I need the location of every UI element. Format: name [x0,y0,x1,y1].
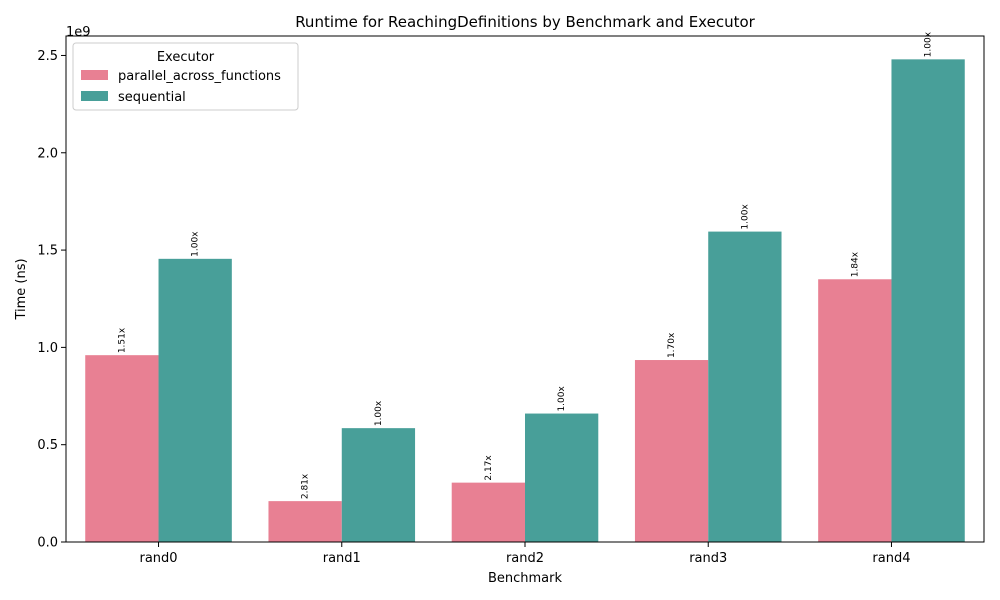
bar-label-sequential-rand4: 1.00x [924,31,934,57]
bar-label-parallel_across_functions-rand2: 2.17x [484,455,494,481]
y-tick-label: 0.5 [37,438,58,453]
bar-label-parallel_across_functions-rand3: 1.70x [667,332,677,358]
bar-label-sequential-rand3: 1.00x [740,204,750,230]
x-tick-label-rand4: rand4 [872,551,910,566]
x-axis-ticks: rand0 rand1 rand2 rand3 rand4 [139,542,911,566]
y-axis-label: Time (ns) [14,258,29,320]
bar-labels-layer: 1.51x 2.81x 2.17x 1.70x 1.84x 1.00x 1.00x 1.00x… [117,31,933,499]
bar-sequential-rand3 [708,231,782,542]
bar-sequential-rand4 [891,59,965,542]
legend-entry-parallel_across_functions: parallel_across_functions [118,69,281,84]
x-tick-label-rand2: rand2 [506,551,544,566]
y-axis-ticks: 0.0 0.5 1.0 1.5 2.0 2.5 [37,49,66,551]
bar-sequential-rand2 [525,413,599,542]
bar-parallel_across_functions-rand4 [818,279,892,542]
y-axis-scale-label: 1e9 [66,25,91,40]
bar-label-sequential-rand0: 1.00x [191,231,201,257]
y-tick-label: 1.5 [37,244,58,259]
y-tick-label: 0.0 [37,536,58,551]
bar-sequential-rand1 [341,428,416,542]
x-tick-label-rand1: rand1 [323,551,361,566]
chart-title: Runtime for ReachingDefinitions by Bench… [295,13,755,31]
legend-box [72,42,299,111]
bar-sequential-rand0 [158,258,232,542]
legend-swatch-sequential [81,91,108,101]
bar-label-sequential-rand2: 1.00x [557,386,567,412]
legend-entry-sequential: sequential [118,90,186,105]
y-tick-label: 1.0 [37,341,58,356]
bar-parallel_across_functions-rand2 [451,482,525,542]
bar-parallel_across_functions-rand1 [268,501,342,542]
x-axis-label: Benchmark [488,571,563,586]
legend: Executor parallel_across_functionssequent… [72,42,299,111]
legend-swatch-parallel_across_functions [81,70,108,80]
bars-layer [85,59,965,542]
bar-parallel_across_functions-rand3 [634,360,709,542]
bar-label-parallel_across_functions-rand4: 1.84x [850,251,860,277]
bar-label-sequential-rand1: 1.00x [374,400,384,426]
legend-title: Executor [157,50,215,65]
y-tick-label: 2.5 [37,49,58,64]
bar-label-parallel_across_functions-rand0: 1.51x [117,327,127,353]
x-tick-label-rand0: rand0 [139,551,177,566]
bar-parallel_across_functions-rand0 [85,355,159,542]
x-tick-label-rand3: rand3 [689,551,727,566]
y-tick-label: 2.0 [37,146,58,161]
bar-label-parallel_across_functions-rand1: 2.81x [301,473,311,499]
